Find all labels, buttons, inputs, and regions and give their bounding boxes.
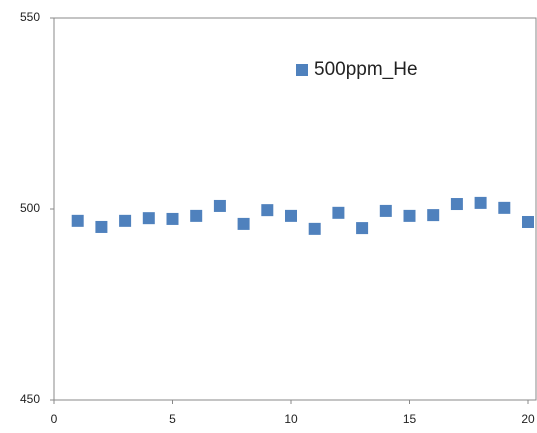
point [522, 215, 534, 228]
legend-label: 500ppm_He [314, 59, 418, 80]
point [71, 214, 84, 227]
point [427, 209, 440, 222]
point [474, 196, 487, 209]
point [308, 222, 321, 235]
plot-frame [53, 17, 537, 401]
point [403, 209, 416, 222]
y-tick-label: 450 [20, 392, 40, 406]
x-tick-label: 20 [521, 412, 535, 426]
point [285, 209, 297, 222]
point [379, 204, 392, 217]
point [213, 199, 226, 212]
point [119, 214, 132, 227]
point [332, 206, 345, 219]
x-tick-label: 10 [284, 412, 298, 426]
legend-swatch [296, 64, 308, 76]
x-tick-label: 5 [169, 412, 176, 426]
point [261, 204, 274, 217]
x-tick-label: 0 [51, 412, 58, 426]
point [142, 212, 155, 225]
point [498, 201, 511, 214]
y-tick-label: 500 [20, 201, 40, 215]
point [356, 222, 369, 235]
point [95, 220, 108, 233]
point [190, 209, 203, 222]
point [237, 217, 250, 230]
y-tick-label: 550 [20, 10, 40, 24]
x-tick-label: 15 [403, 412, 417, 426]
point [450, 198, 463, 211]
point [166, 212, 179, 225]
